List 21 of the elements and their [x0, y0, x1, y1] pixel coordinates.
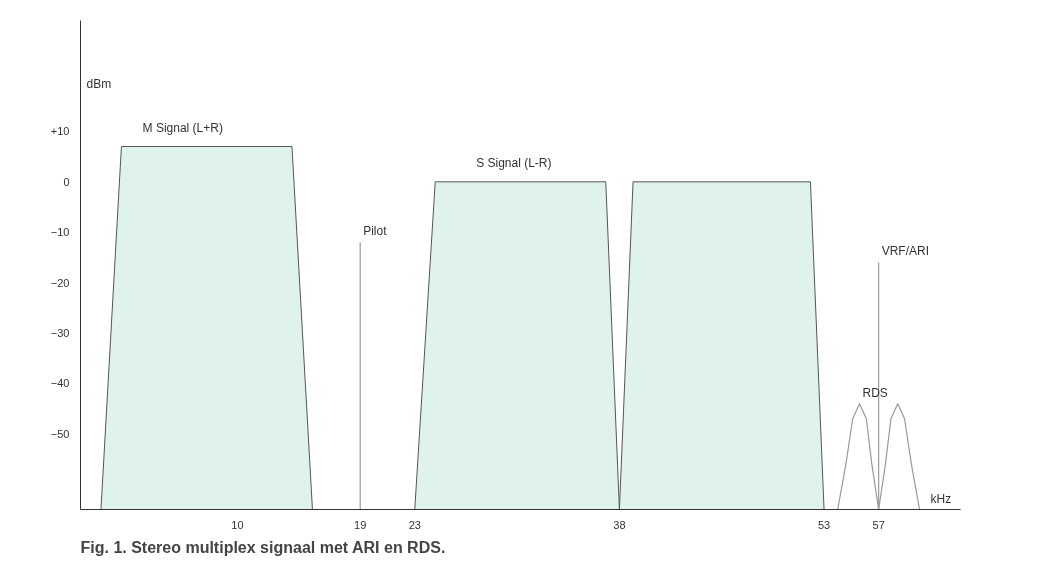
x-tick-label: 53: [817, 518, 831, 531]
y-tick-label: −10: [50, 226, 70, 239]
series-label: Pilot: [363, 224, 388, 239]
series-label: M Signal (L+R): [142, 120, 223, 135]
x-tick-label: 19: [354, 518, 367, 531]
x-tick-label: 10: [231, 518, 244, 531]
x-axis-title: kHz: [930, 491, 952, 506]
y-tick-label: −40: [50, 377, 70, 390]
series-label: RDS: [862, 385, 888, 400]
y-tick-label: −30: [50, 327, 70, 340]
caption: Fig. 1. Stereo multiplex signaal met ARI en RDS.: [80, 538, 446, 556]
y-axis-title: dBm: [86, 76, 112, 91]
y-tick-label: −20: [50, 276, 70, 289]
series-label: S Signal (L-R): [476, 155, 552, 170]
series-label: VRF/ARI: [881, 244, 929, 259]
y-tick-label: 0: [63, 175, 70, 188]
x-tick-label: 38: [613, 518, 626, 531]
x-tick-label: 23: [408, 518, 421, 531]
y-tick-label: −50: [50, 427, 70, 440]
y-tick-label: +10: [50, 125, 70, 138]
x-tick-label: 57: [872, 518, 885, 531]
